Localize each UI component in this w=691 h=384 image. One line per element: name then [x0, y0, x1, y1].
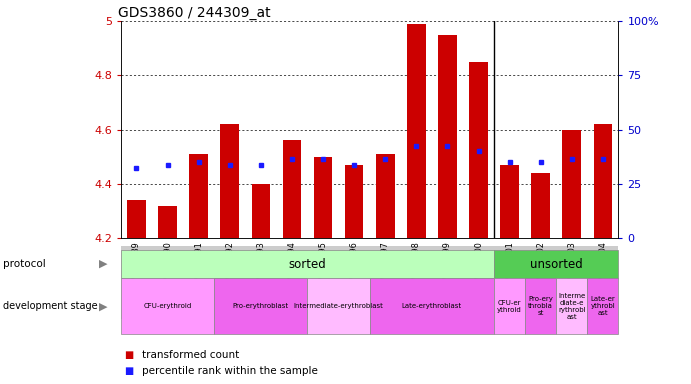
Bar — [500, 165, 519, 238]
Text: Pro-erythroblast: Pro-erythroblast — [233, 303, 289, 309]
Text: sorted: sorted — [289, 258, 326, 270]
Bar — [127, 200, 146, 238]
Bar — [189, 154, 208, 238]
Text: CFU-er
ythroid: CFU-er ythroid — [498, 300, 522, 313]
Text: ▶: ▶ — [100, 301, 108, 311]
Text: unsorted: unsorted — [530, 258, 583, 270]
Bar — [562, 130, 581, 238]
Text: protocol: protocol — [3, 259, 46, 269]
Bar — [531, 173, 550, 238]
Text: Interme
diate-e
rythrobl
ast: Interme diate-e rythrobl ast — [558, 293, 585, 320]
Text: GDS3860 / 244309_at: GDS3860 / 244309_at — [118, 6, 271, 20]
Text: Late-er
ythrobl
ast: Late-er ythrobl ast — [591, 296, 615, 316]
Text: CFU-erythroid: CFU-erythroid — [144, 303, 191, 309]
Text: Intermediate-erythroblast: Intermediate-erythroblast — [294, 303, 384, 309]
Bar — [594, 124, 612, 238]
Text: transformed count: transformed count — [142, 350, 239, 360]
Text: percentile rank within the sample: percentile rank within the sample — [142, 366, 318, 376]
Bar — [376, 154, 395, 238]
Bar — [283, 141, 301, 238]
Text: development stage: development stage — [3, 301, 98, 311]
Text: Late-erythroblast: Late-erythroblast — [401, 303, 462, 309]
Text: ■: ■ — [124, 350, 133, 360]
Bar — [314, 157, 332, 238]
Bar — [469, 62, 488, 238]
Text: ■: ■ — [124, 366, 133, 376]
Text: Pro-ery
throbla
st: Pro-ery throbla st — [529, 296, 553, 316]
Bar — [158, 205, 177, 238]
Text: ▶: ▶ — [100, 259, 108, 269]
Bar — [252, 184, 270, 238]
Bar — [438, 35, 457, 238]
Bar — [345, 165, 363, 238]
Bar — [220, 124, 239, 238]
Bar — [407, 24, 426, 238]
